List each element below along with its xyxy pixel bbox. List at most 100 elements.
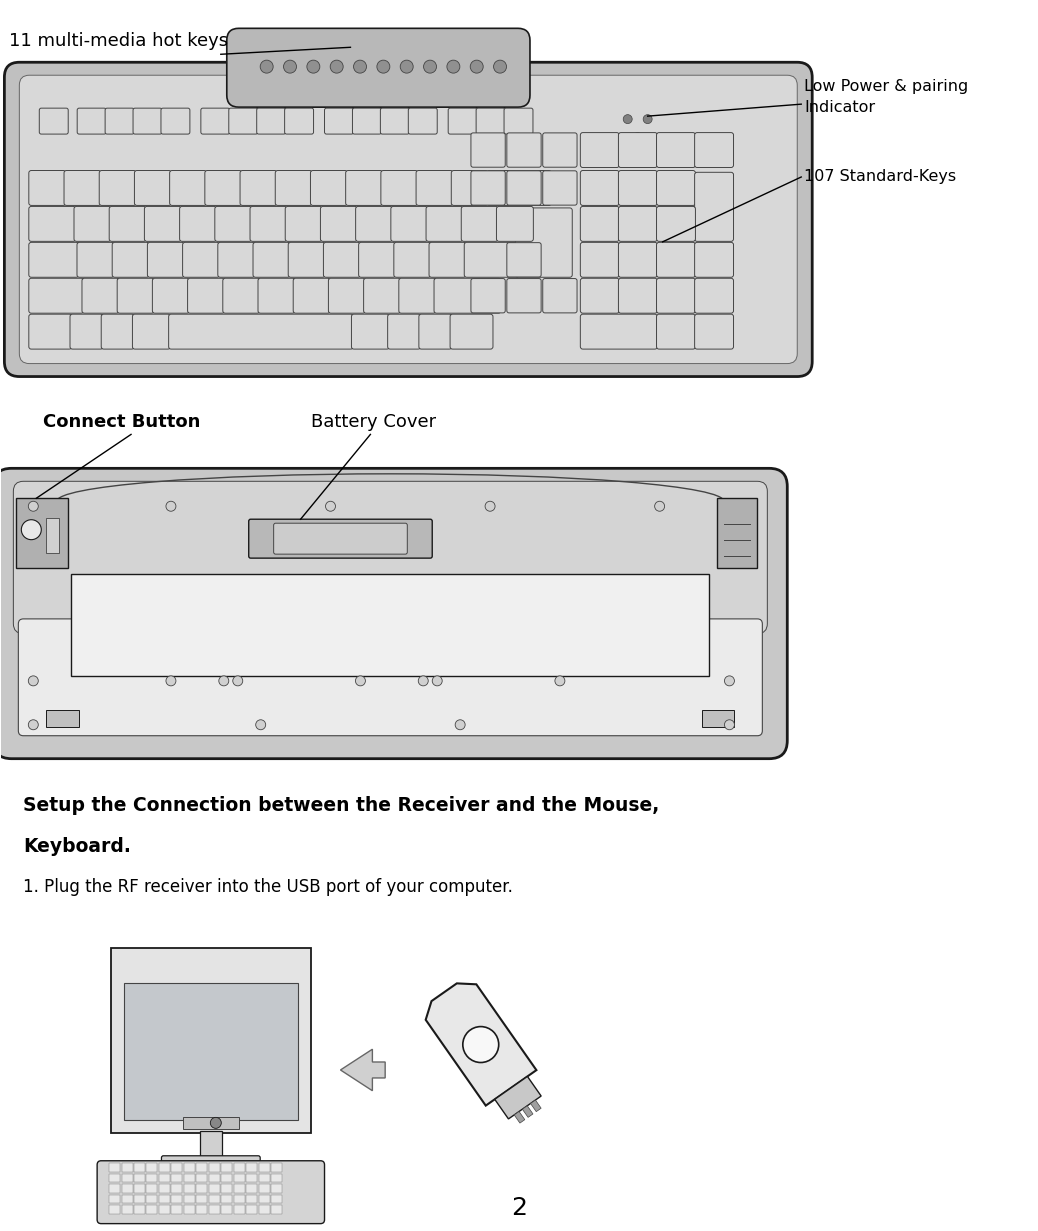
- Bar: [171, 1173, 183, 1182]
- Bar: [159, 1205, 170, 1214]
- FancyBboxPatch shape: [218, 243, 254, 277]
- FancyBboxPatch shape: [471, 171, 506, 206]
- Bar: [221, 1195, 233, 1203]
- Bar: [717, 499, 758, 569]
- FancyBboxPatch shape: [133, 108, 162, 134]
- Bar: [258, 1184, 270, 1193]
- FancyBboxPatch shape: [356, 207, 392, 241]
- FancyBboxPatch shape: [461, 207, 498, 241]
- Bar: [258, 1195, 270, 1203]
- FancyBboxPatch shape: [426, 207, 463, 241]
- Bar: [221, 1205, 233, 1214]
- Circle shape: [166, 676, 175, 686]
- Bar: [109, 1173, 120, 1182]
- Circle shape: [493, 60, 507, 73]
- Circle shape: [307, 60, 320, 73]
- Bar: [121, 1205, 133, 1214]
- FancyBboxPatch shape: [253, 243, 290, 277]
- FancyBboxPatch shape: [694, 133, 734, 167]
- Bar: [134, 1163, 145, 1172]
- Bar: [159, 1195, 170, 1203]
- FancyBboxPatch shape: [619, 243, 657, 277]
- FancyBboxPatch shape: [694, 278, 734, 313]
- Bar: [184, 1184, 195, 1193]
- Bar: [134, 1205, 145, 1214]
- FancyBboxPatch shape: [147, 243, 185, 277]
- Polygon shape: [514, 1112, 525, 1123]
- Text: Connect Button: Connect Button: [44, 414, 200, 431]
- FancyBboxPatch shape: [408, 108, 437, 134]
- Polygon shape: [522, 1105, 532, 1118]
- Bar: [125, 984, 298, 1120]
- Bar: [159, 1173, 170, 1182]
- Bar: [271, 1184, 282, 1193]
- Bar: [221, 1173, 233, 1182]
- Circle shape: [432, 676, 442, 686]
- FancyBboxPatch shape: [619, 133, 657, 167]
- Bar: [146, 1195, 158, 1203]
- Bar: [271, 1195, 282, 1203]
- Circle shape: [219, 676, 228, 686]
- FancyBboxPatch shape: [153, 278, 189, 313]
- FancyBboxPatch shape: [102, 314, 134, 350]
- FancyBboxPatch shape: [105, 108, 134, 134]
- FancyBboxPatch shape: [476, 108, 506, 134]
- Bar: [221, 1184, 233, 1193]
- FancyBboxPatch shape: [694, 314, 734, 350]
- FancyBboxPatch shape: [77, 243, 114, 277]
- FancyBboxPatch shape: [543, 278, 577, 313]
- Bar: [209, 1173, 220, 1182]
- FancyBboxPatch shape: [328, 278, 365, 313]
- Circle shape: [255, 720, 266, 730]
- FancyBboxPatch shape: [580, 207, 620, 241]
- Bar: [159, 1184, 170, 1193]
- Circle shape: [418, 676, 429, 686]
- Polygon shape: [426, 984, 537, 1105]
- FancyBboxPatch shape: [201, 108, 229, 134]
- FancyBboxPatch shape: [39, 108, 69, 134]
- Bar: [121, 1195, 133, 1203]
- FancyBboxPatch shape: [215, 207, 252, 241]
- Bar: [134, 1184, 145, 1193]
- Circle shape: [354, 60, 366, 73]
- FancyBboxPatch shape: [29, 207, 76, 241]
- FancyBboxPatch shape: [144, 207, 182, 241]
- Circle shape: [233, 676, 243, 686]
- Bar: [134, 1173, 145, 1182]
- Bar: [209, 1205, 220, 1214]
- FancyBboxPatch shape: [324, 243, 360, 277]
- FancyBboxPatch shape: [325, 108, 354, 134]
- FancyBboxPatch shape: [452, 171, 488, 206]
- Bar: [171, 1184, 183, 1193]
- Bar: [234, 1173, 245, 1182]
- Circle shape: [725, 676, 735, 686]
- FancyBboxPatch shape: [109, 207, 146, 241]
- Circle shape: [261, 60, 273, 73]
- FancyBboxPatch shape: [275, 171, 312, 206]
- Bar: [209, 1163, 220, 1172]
- Circle shape: [633, 133, 643, 142]
- FancyBboxPatch shape: [694, 172, 734, 241]
- Bar: [234, 1163, 245, 1172]
- FancyBboxPatch shape: [507, 278, 541, 313]
- Text: Setup the Connection between the Receiver and the Mouse,: Setup the Connection between the Receive…: [23, 795, 659, 815]
- FancyBboxPatch shape: [117, 278, 154, 313]
- FancyBboxPatch shape: [285, 207, 322, 241]
- FancyBboxPatch shape: [694, 243, 734, 277]
- Circle shape: [330, 60, 344, 73]
- FancyBboxPatch shape: [204, 171, 242, 206]
- Bar: [171, 1205, 183, 1214]
- FancyBboxPatch shape: [619, 171, 657, 206]
- Circle shape: [211, 1118, 221, 1129]
- FancyBboxPatch shape: [346, 171, 383, 206]
- Bar: [246, 1163, 257, 1172]
- Circle shape: [166, 501, 175, 511]
- Circle shape: [28, 501, 38, 511]
- Bar: [17, 499, 69, 569]
- FancyBboxPatch shape: [656, 171, 695, 206]
- FancyBboxPatch shape: [226, 28, 530, 107]
- FancyBboxPatch shape: [507, 133, 541, 167]
- FancyBboxPatch shape: [381, 171, 417, 206]
- Bar: [196, 1205, 208, 1214]
- FancyBboxPatch shape: [393, 243, 431, 277]
